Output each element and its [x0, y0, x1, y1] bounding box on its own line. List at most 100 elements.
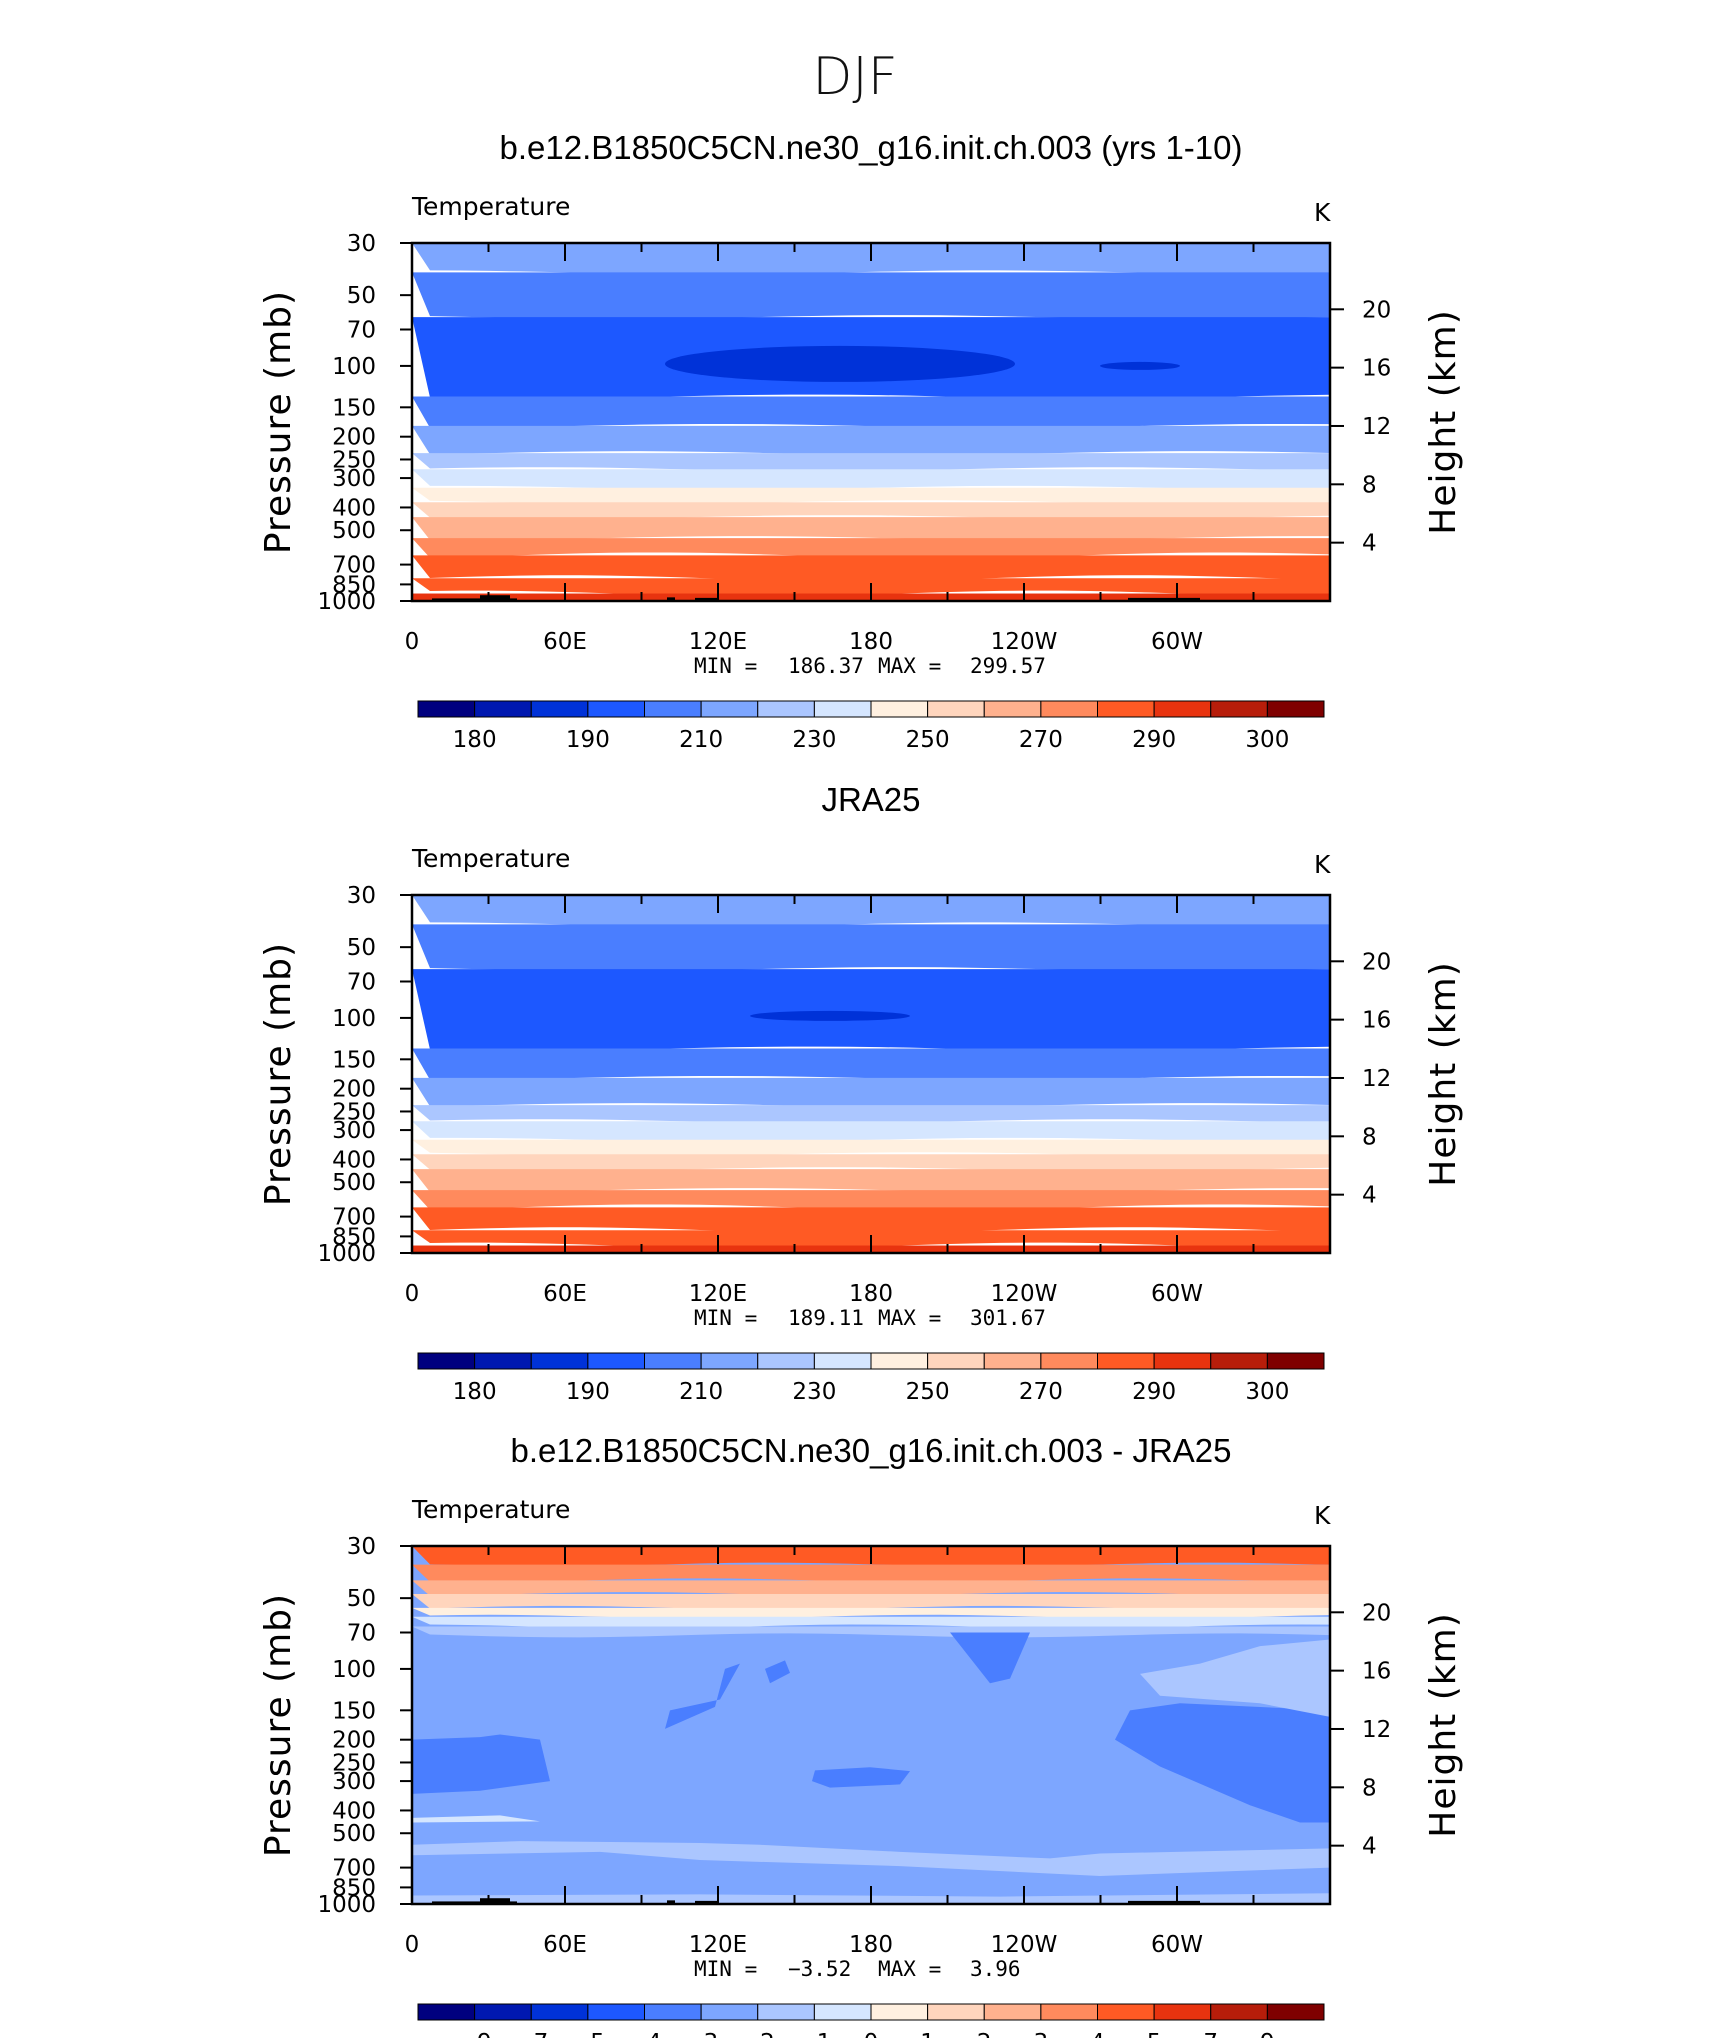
y-right-tick-label: 16: [1362, 356, 1391, 382]
y-tick-label: 1000: [317, 589, 376, 615]
y-tick-label: 50: [347, 1586, 376, 1612]
colorbar-swatch: [700, 1352, 759, 1370]
colorbar-swatch: [644, 2003, 702, 2021]
topography: [695, 597, 718, 601]
colorbar-swatch: [1040, 1352, 1098, 1370]
colorbar-label: 4: [1090, 2030, 1105, 2038]
y-tick-label: 250: [332, 1099, 376, 1125]
colorbar-label: 9: [1260, 2030, 1275, 2038]
y-tick-label: 30: [347, 231, 376, 257]
y-tick-label: 850: [332, 1875, 376, 1901]
colorbar-label: 250: [906, 727, 950, 753]
colorbar-label: 300: [1245, 1379, 1289, 1405]
y-tick-label: 500: [332, 1821, 376, 1847]
x-tick-label: 180: [849, 1932, 893, 1958]
contour-light: [412, 1815, 540, 1823]
topography: [1128, 1900, 1200, 1904]
y-tick-label: 1000: [317, 1241, 376, 1267]
y-tick-label: 400: [332, 1147, 376, 1173]
y-right-tick-label: 12: [1362, 1717, 1391, 1743]
min-label: MIN =: [694, 1306, 757, 1330]
colorbar-label: 180: [453, 727, 497, 753]
colorbar-swatch: [927, 1352, 985, 1370]
colorbar-label: 230: [792, 1379, 836, 1405]
max-label: MAX =: [878, 1957, 941, 1981]
contour-band: [412, 969, 1330, 1051]
contour-band: [412, 924, 1330, 972]
colorbar-swatch: [417, 700, 476, 718]
contour-field: [412, 895, 1330, 1253]
variable-label: Temperature: [411, 844, 570, 873]
colorbar-label: 250: [906, 1379, 950, 1405]
colorbar-label: −3: [684, 2030, 718, 2038]
colorbar-label: 270: [1019, 727, 1063, 753]
figure-title: DJF: [812, 47, 897, 107]
y-right-axis-title: Height (km): [1423, 309, 1464, 534]
x-tick-label: 0: [405, 629, 420, 655]
contour-negative: [950, 1632, 1030, 1684]
colorbar-label: 190: [566, 727, 610, 753]
colorbar-swatch: [813, 1352, 872, 1370]
colorbar-swatch: [983, 2003, 1042, 2021]
colorbar-swatch: [1097, 2003, 1155, 2021]
colorbar-swatch: [927, 700, 985, 718]
y-tick-label: 200: [332, 1077, 376, 1103]
colorbar-label: −2: [741, 2030, 775, 2038]
y-tick-label: 200: [332, 425, 376, 451]
colorbar-label: −7: [514, 2030, 548, 2038]
x-tick-label: 120W: [991, 629, 1058, 655]
y-tick-label: 850: [332, 1224, 376, 1250]
cold-core: [1100, 361, 1180, 370]
colorbar-swatch: [1097, 1352, 1155, 1370]
contour-negative: [412, 1734, 550, 1794]
topography: [1128, 597, 1200, 601]
contour-band: [412, 517, 1330, 541]
y-tick-label: 30: [347, 883, 376, 909]
x-tick-label: 180: [849, 629, 893, 655]
y-axis-title: Pressure (mb): [258, 942, 299, 1206]
colorbar-swatch: [587, 700, 645, 718]
y-right-tick-label: 20: [1362, 1600, 1391, 1626]
max-value: 299.57: [970, 654, 1046, 678]
colorbar-label: 210: [679, 727, 723, 753]
topography: [480, 1898, 510, 1904]
colorbar-label: 230: [792, 727, 836, 753]
colorbar-label: −5: [571, 2030, 605, 2038]
x-tick-label: 60W: [1151, 629, 1203, 655]
panel-2: JRA25 Temperature K 0 60E 120E 180 120W 60W 30 50 7…: [258, 781, 1464, 1405]
y-tick-label: 200: [332, 1728, 376, 1754]
units-label: K: [1314, 850, 1331, 879]
contour-band: [412, 1626, 1330, 1638]
colorbar-swatch: [1153, 700, 1212, 718]
units-label: K: [1314, 198, 1331, 227]
colorbar-swatch: [530, 1352, 589, 1370]
colorbar-label: 1: [920, 2030, 935, 2038]
colorbar-swatch: [870, 1352, 929, 1370]
y-tick-label: 700: [332, 1856, 376, 1882]
colorbar-swatch: [1040, 2003, 1098, 2021]
y-tick-label: 250: [332, 447, 376, 473]
y-tick-label: 300: [332, 1769, 376, 1795]
y-tick-label: 400: [332, 1798, 376, 1824]
colorbar-swatch: [474, 700, 532, 718]
y-tick-label: 1000: [317, 1892, 376, 1918]
colorbar-swatch: [1210, 700, 1268, 718]
topography: [432, 598, 517, 601]
colorbar-label: 210: [679, 1379, 723, 1405]
y-right-tick-label: 8: [1362, 1124, 1377, 1150]
units-label: K: [1314, 1501, 1331, 1530]
colorbar-swatch: [417, 2003, 476, 2021]
colorbar-label: −4: [628, 2030, 662, 2038]
min-label: MIN =: [694, 1957, 757, 1981]
colorbar-swatch: [700, 2003, 759, 2021]
colorbar-swatch: [757, 1352, 815, 1370]
contour-band: [412, 1154, 1330, 1172]
colorbar-swatch: [587, 1352, 645, 1370]
x-tick-label: 180: [849, 1281, 893, 1307]
variable-label: Temperature: [411, 1495, 570, 1524]
contour-band: [412, 1607, 1330, 1619]
contour-negative: [812, 1767, 910, 1788]
colorbar-swatch: [1097, 700, 1155, 718]
x-tick-label: 60E: [543, 1932, 587, 1958]
x-tick-label: 120E: [689, 1932, 747, 1958]
